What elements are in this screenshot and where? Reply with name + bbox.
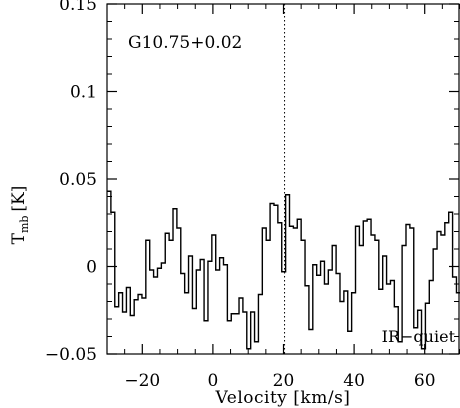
y-tick-label: 0 [86,258,97,278]
plot-area [107,4,460,354]
svg-text:Tmb[K]: Tmb [K] [9,186,31,245]
source-label: G10.75+0.02 [128,33,242,53]
x-tick-label: 40 [343,371,365,391]
x-axis-label: Velocity [km/s] [215,388,351,408]
y-tick-label: 0.05 [59,170,97,190]
y-axis-label-subscript: mb [18,216,31,233]
corner-label: IR−quiet [382,327,456,346]
y-axis-label-main: T [9,232,29,244]
x-tick-label: 60 [414,371,436,391]
x-tick-label: 20 [273,371,295,391]
y-tick-label: 0.15 [59,0,97,15]
spectrum-step-line [107,190,460,350]
x-tick-label: 0 [207,371,218,391]
y-tick-label: −0.05 [45,345,97,365]
y-tick-label: 0.1 [70,83,97,103]
x-tick-label: −20 [124,371,160,391]
y-axis-label: Tmb [K] [9,186,31,245]
plot-frame [106,3,460,355]
y-axis-label-unit: [K] [9,186,29,212]
axes: −20 0 20 40 60 −0.05 0 0.05 0.1 0.15 [45,0,460,391]
